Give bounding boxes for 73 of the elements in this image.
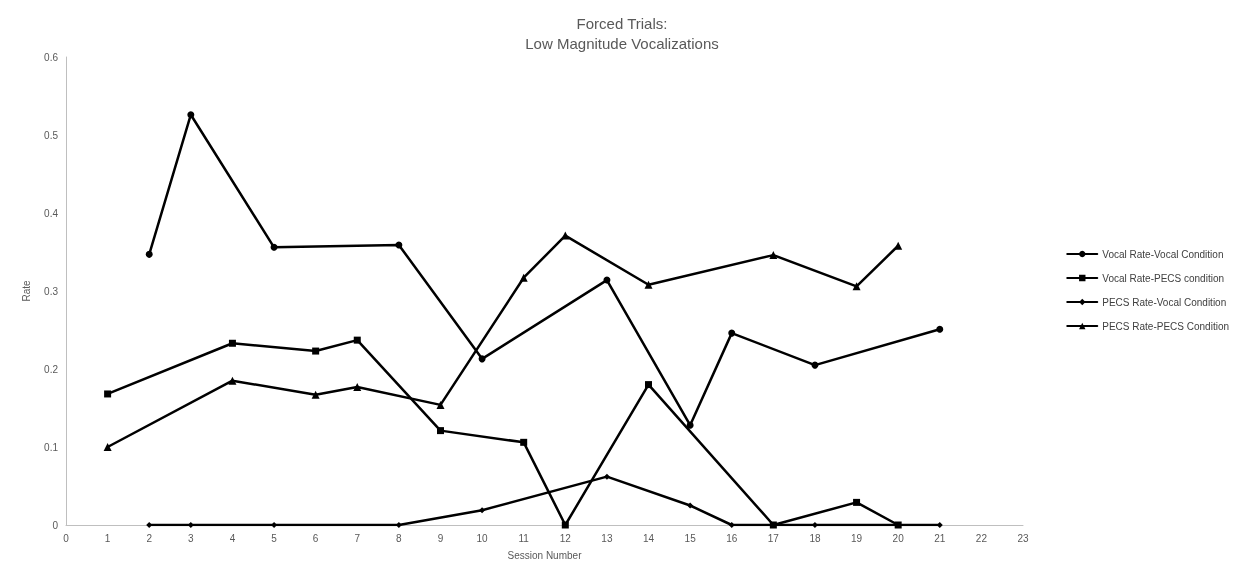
point xyxy=(853,498,861,506)
point xyxy=(395,241,403,249)
point xyxy=(478,355,486,363)
point xyxy=(103,443,112,451)
x-tick-label: 16 xyxy=(726,532,738,544)
x-tick-label: 0 xyxy=(63,532,70,544)
x-axis-title: Session Number xyxy=(507,549,583,561)
point xyxy=(769,251,778,260)
point xyxy=(353,382,362,391)
point xyxy=(894,241,903,250)
point xyxy=(145,250,153,258)
point xyxy=(228,376,237,385)
x-tick-label: 14 xyxy=(642,532,655,544)
point xyxy=(520,438,528,446)
point xyxy=(561,231,570,240)
point xyxy=(104,390,112,398)
x-tick-label: 1 xyxy=(104,532,111,544)
point xyxy=(187,111,195,119)
x-tick-label: 2 xyxy=(146,532,153,544)
x-tick-label: 3 xyxy=(188,532,195,544)
point xyxy=(603,473,610,480)
y-tick-label: 0.3 xyxy=(44,285,59,297)
point xyxy=(436,400,445,409)
y-tick-label: 0.2 xyxy=(44,363,59,375)
x-tick-label: 6 xyxy=(312,532,319,544)
point xyxy=(936,325,944,333)
x-tick-label: 8 xyxy=(396,532,403,544)
x-tick-label: 13 xyxy=(601,532,613,544)
point xyxy=(561,521,569,529)
x-tick-label: 11 xyxy=(518,532,530,544)
point xyxy=(644,280,653,289)
point xyxy=(936,522,943,528)
legend-label: Vocal Rate-Vocal Condition xyxy=(1102,248,1224,260)
point xyxy=(852,282,861,291)
x-tick-label: 12 xyxy=(559,532,572,544)
point xyxy=(311,390,320,399)
x-tick-label: 4 xyxy=(229,532,236,544)
x-tick-label: 7 xyxy=(354,532,361,544)
legend-label: PECS Rate-PECS Condition xyxy=(1102,320,1230,332)
y-axis-title: Rate xyxy=(20,280,32,302)
y-tick-label: 0.1 xyxy=(44,441,59,453)
chart-title: Forced Trials: Low Magnitude Vocalizations xyxy=(525,14,719,52)
legend-label: Vocal Rate-PECS condition xyxy=(1102,272,1225,284)
point xyxy=(686,421,694,429)
point xyxy=(353,336,361,344)
point xyxy=(769,521,777,529)
x-tick-label: 21 xyxy=(934,532,946,544)
y-tick-label: 0 xyxy=(52,519,59,531)
point xyxy=(687,502,694,509)
point xyxy=(728,522,735,528)
point xyxy=(479,507,486,514)
y-tick-label: 0.5 xyxy=(44,129,59,141)
x-tick-label: 15 xyxy=(684,532,697,544)
y-tick-label: 0.6 xyxy=(44,51,59,63)
x-tick-label: 17 xyxy=(767,532,780,544)
x-tick-label: 5 xyxy=(271,532,278,544)
y-tick-label: 0.4 xyxy=(44,207,59,219)
point xyxy=(894,521,902,529)
x-tick-label: 22 xyxy=(975,532,988,544)
point xyxy=(270,243,278,251)
point xyxy=(519,273,528,282)
legend-label: PECS Rate-Vocal Condition xyxy=(1102,296,1227,308)
point xyxy=(728,329,736,337)
point xyxy=(312,347,320,355)
x-tick-label: 19 xyxy=(851,532,863,544)
x-tick-label: 10 xyxy=(476,532,489,544)
point xyxy=(645,381,653,389)
point xyxy=(436,427,444,435)
point xyxy=(228,339,236,347)
x-tick-label: 9 xyxy=(437,532,444,544)
x-tick-label: 23 xyxy=(1017,532,1029,544)
x-tick-label: 18 xyxy=(809,532,821,544)
x-tick-label: 20 xyxy=(892,532,905,544)
